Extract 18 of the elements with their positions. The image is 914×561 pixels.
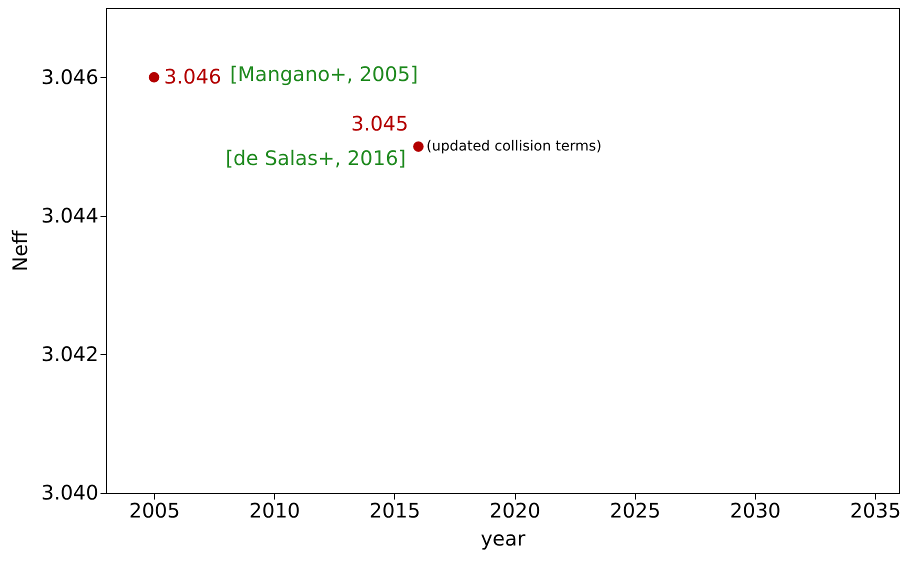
x-tick-label: 2030 [730,498,781,522]
x-tick-label: 2020 [490,498,540,522]
x-axis-title: year [480,526,526,550]
x-tick-label: 2005 [129,498,180,522]
x-tick-label: 2035 [850,498,901,522]
x-tick-label: 2025 [610,498,661,522]
y-axis-title: Neff [8,229,32,272]
y-tick-label: 3.044 [41,203,98,228]
y-tick-label: 3.042 [41,342,98,366]
data-label: 3.046 [164,64,222,88]
annotation: [de Salas+, 2016] [225,146,406,170]
x-tick-label: 2015 [369,498,420,522]
y-tick-label: 3.040 [41,480,98,504]
y-tick-label: 3.046 [41,64,98,89]
data-label: 3.045 [351,112,408,136]
annotation: [Mangano+, 2005] [230,62,418,86]
x-tick-label: 2010 [249,498,300,522]
annotation: (updated collision terms) [426,138,602,155]
